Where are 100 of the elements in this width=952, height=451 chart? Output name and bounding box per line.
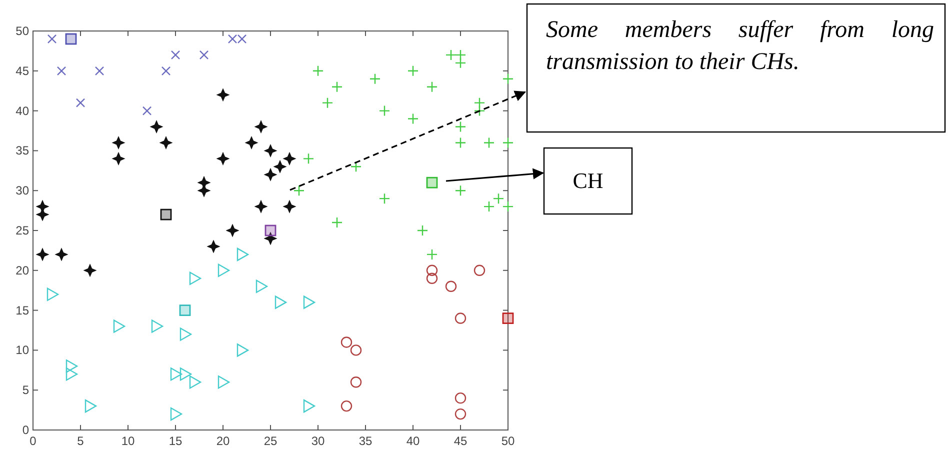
point <box>312 65 324 76</box>
point <box>350 344 362 356</box>
point <box>112 152 125 165</box>
point <box>254 200 268 213</box>
x-tick-label: 40 <box>406 434 420 448</box>
y-tick-label: 10 <box>16 343 30 358</box>
point <box>369 73 381 84</box>
point <box>407 65 419 76</box>
point <box>264 168 277 181</box>
point <box>216 88 230 102</box>
point <box>256 280 268 293</box>
point <box>350 376 362 388</box>
point <box>378 105 390 116</box>
y-tick-label: 15 <box>16 303 30 318</box>
x-tick-label: 20 <box>216 434 230 448</box>
x-tick-label: 50 <box>501 434 515 448</box>
point <box>142 106 152 116</box>
point <box>150 120 163 134</box>
point <box>254 120 268 134</box>
point <box>47 34 57 44</box>
point <box>84 399 97 413</box>
x-tick-label: 45 <box>454 434 468 448</box>
point <box>65 33 77 45</box>
point <box>283 152 296 165</box>
point <box>454 121 466 132</box>
point <box>274 160 286 173</box>
x-tick-label: 25 <box>264 434 278 448</box>
point <box>36 248 49 261</box>
point <box>445 280 457 292</box>
y-tick-label: 5 <box>22 383 30 398</box>
point <box>454 392 466 404</box>
point <box>216 152 230 165</box>
x-tick-label: 15 <box>168 434 182 448</box>
point <box>274 296 287 309</box>
point <box>426 264 438 276</box>
point <box>189 376 202 389</box>
point <box>474 97 486 108</box>
point <box>454 57 466 69</box>
point <box>160 136 172 150</box>
point <box>236 248 249 262</box>
x-tick-label: 35 <box>358 434 372 448</box>
point <box>502 73 514 84</box>
y-tick-label: 50 <box>16 24 30 38</box>
point <box>66 368 78 381</box>
point <box>207 240 220 253</box>
point <box>454 49 466 61</box>
point <box>113 320 126 333</box>
point <box>264 232 277 245</box>
point <box>502 312 514 324</box>
point <box>302 153 314 164</box>
point <box>180 368 192 381</box>
point <box>179 304 191 316</box>
point <box>445 49 457 61</box>
point <box>454 408 466 420</box>
point <box>161 66 171 76</box>
point <box>170 407 182 421</box>
point <box>112 136 125 150</box>
point <box>151 320 164 333</box>
point <box>483 137 495 148</box>
point <box>283 200 296 213</box>
point <box>322 97 334 108</box>
point <box>426 272 438 284</box>
point <box>454 185 466 196</box>
point <box>426 176 438 188</box>
point <box>199 50 209 60</box>
point <box>502 137 514 148</box>
point <box>245 136 258 150</box>
point <box>236 344 249 357</box>
text: Some members suffer from long transmission to their CHs. <box>546 16 934 77</box>
point <box>189 272 202 285</box>
x-tick-label: 5 <box>77 434 84 448</box>
point <box>454 312 466 324</box>
point <box>474 105 486 116</box>
point <box>474 264 486 276</box>
point <box>264 224 276 236</box>
point <box>426 248 438 260</box>
point <box>378 192 390 204</box>
y-tick-label: 20 <box>16 263 30 278</box>
point <box>66 360 78 373</box>
point <box>331 81 343 92</box>
y-tick-label: 30 <box>16 184 30 198</box>
point <box>84 264 96 277</box>
point <box>407 113 419 124</box>
y-tick-label: 45 <box>16 64 30 78</box>
y-tick-label: 0 <box>22 423 30 437</box>
point <box>331 216 343 228</box>
point <box>350 161 362 172</box>
y-tick-label: 40 <box>16 104 30 118</box>
point <box>303 399 316 413</box>
point <box>76 98 86 108</box>
point <box>218 264 230 277</box>
point <box>340 336 352 348</box>
point <box>55 248 68 261</box>
point <box>170 368 182 381</box>
point <box>180 328 192 341</box>
y-tick-label: 35 <box>16 144 30 158</box>
x-tick-label: 30 <box>311 434 325 448</box>
point <box>454 137 466 148</box>
point <box>293 185 305 196</box>
point <box>426 81 438 92</box>
